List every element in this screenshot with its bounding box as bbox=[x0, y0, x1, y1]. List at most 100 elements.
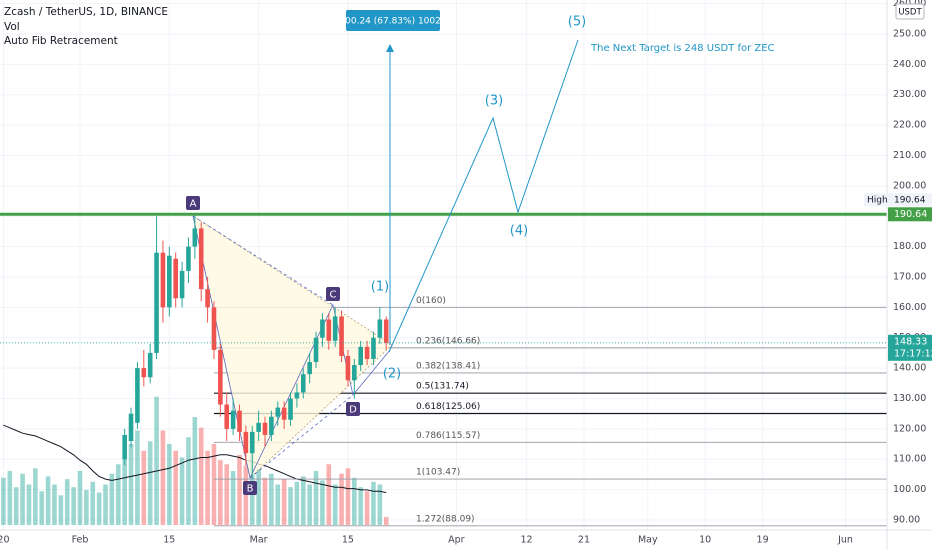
pattern-diagonal bbox=[249, 394, 354, 479]
wave-label: (1) bbox=[371, 280, 389, 295]
last-price-badge bbox=[888, 334, 932, 361]
candle-body bbox=[224, 404, 230, 429]
point-badge bbox=[346, 402, 360, 416]
candle-body bbox=[275, 407, 281, 417]
currency-box bbox=[895, 3, 925, 20]
volume-bar bbox=[364, 491, 370, 525]
candle-body bbox=[147, 352, 153, 378]
candle-body bbox=[230, 410, 236, 429]
indicator-label: Vol bbox=[4, 21, 20, 33]
candle-body bbox=[269, 416, 274, 435]
fib-label: 0.618(125.06) bbox=[416, 402, 480, 412]
candle-body bbox=[339, 316, 344, 356]
resistance-badge bbox=[888, 207, 932, 222]
volume-bar bbox=[294, 481, 300, 525]
volume-bar bbox=[224, 464, 230, 525]
volume-bar bbox=[377, 484, 383, 525]
candle-body bbox=[364, 346, 370, 359]
volume-bar bbox=[320, 480, 325, 525]
y-tick-label: 220.00 bbox=[893, 120, 926, 131]
x-tick-label: May bbox=[638, 535, 658, 546]
candle-body bbox=[218, 349, 223, 405]
arrow-head bbox=[386, 44, 394, 52]
candle-body bbox=[313, 337, 319, 363]
volume-bar bbox=[96, 492, 102, 525]
volume-bar bbox=[26, 484, 32, 525]
wave-label: (5) bbox=[568, 15, 586, 30]
volume-bar bbox=[64, 479, 70, 525]
wave-projection bbox=[388, 39, 579, 353]
candle-body bbox=[281, 407, 287, 420]
candle-body bbox=[352, 365, 357, 381]
volume-bar bbox=[326, 464, 332, 525]
volume-bar bbox=[84, 489, 89, 525]
volume-bar bbox=[198, 427, 204, 525]
candle-body bbox=[326, 319, 332, 341]
y-tick-label: 160.00 bbox=[893, 302, 926, 313]
volume-bar bbox=[313, 471, 319, 525]
volume-bar bbox=[192, 417, 198, 525]
last-price-value: 148.33 bbox=[894, 336, 927, 347]
volume-bar bbox=[269, 473, 274, 525]
volume-bar bbox=[179, 457, 185, 525]
candle-body bbox=[249, 431, 255, 454]
x-tick-label: 10 bbox=[699, 535, 711, 546]
candle-body bbox=[160, 252, 166, 308]
volume-bar bbox=[90, 481, 96, 525]
y-tick-label: 170.00 bbox=[893, 271, 926, 282]
volume-bar bbox=[173, 450, 178, 525]
point-badge bbox=[186, 196, 200, 210]
x-tick-label: 20 bbox=[0, 535, 9, 546]
y-tick-label: 90.00 bbox=[893, 514, 920, 525]
candle-body bbox=[211, 307, 217, 350]
volume-bar bbox=[275, 484, 281, 525]
measure-box bbox=[346, 10, 440, 31]
y-tick-label: 180.00 bbox=[893, 241, 926, 252]
point-badge bbox=[326, 287, 340, 301]
point-label: C bbox=[330, 290, 337, 301]
fib-label: 0.382(138.41) bbox=[416, 361, 480, 371]
countdown: 17:17:12 bbox=[894, 348, 932, 359]
pattern-legs bbox=[192, 215, 391, 480]
candle-body bbox=[173, 258, 178, 299]
chart-title: Zcash / TetherUS, 1D, BINANCE bbox=[4, 6, 168, 18]
wave-label: (2) bbox=[383, 367, 401, 382]
volume-bar bbox=[230, 471, 236, 525]
volume-bar bbox=[147, 441, 153, 525]
candle-body bbox=[320, 319, 325, 338]
fib-label: 0.236(146.66) bbox=[416, 336, 480, 346]
indicator-label: Auto Fib Retracement bbox=[4, 35, 118, 47]
candle-body bbox=[358, 346, 363, 366]
grid bbox=[0, 0, 887, 530]
wave-label: (3) bbox=[485, 94, 503, 109]
volume-bar bbox=[109, 473, 115, 525]
y-tick-label: 130.00 bbox=[893, 393, 926, 404]
high-value: 190.64 bbox=[894, 195, 926, 205]
measure-label: 100.24 (67.83%) 10024 bbox=[339, 17, 446, 27]
high-label: High bbox=[867, 195, 888, 205]
volume-bar bbox=[237, 454, 242, 525]
candle-body bbox=[243, 431, 249, 454]
x-tick-label: Mar bbox=[250, 535, 268, 546]
candle-body bbox=[294, 392, 300, 399]
volume-bar bbox=[186, 437, 191, 525]
volume-bar bbox=[128, 444, 134, 525]
volume-bar bbox=[141, 450, 147, 525]
candle-body bbox=[307, 362, 312, 375]
candle-body bbox=[135, 368, 140, 423]
volume-bar bbox=[33, 468, 38, 525]
candle-body bbox=[332, 316, 338, 341]
candle-body bbox=[192, 228, 198, 247]
y-tick-label: 120.00 bbox=[893, 423, 926, 434]
volume-bar bbox=[135, 430, 140, 525]
pattern-labels: A B C D bbox=[186, 196, 360, 495]
y-tick-label: 100.00 bbox=[893, 484, 926, 495]
volume-bar bbox=[300, 476, 306, 525]
y-tick-label: 210.00 bbox=[893, 150, 926, 161]
volume-bar bbox=[1, 477, 6, 525]
fib-label: 0.786(115.57) bbox=[416, 431, 480, 441]
point-badge bbox=[243, 481, 257, 495]
